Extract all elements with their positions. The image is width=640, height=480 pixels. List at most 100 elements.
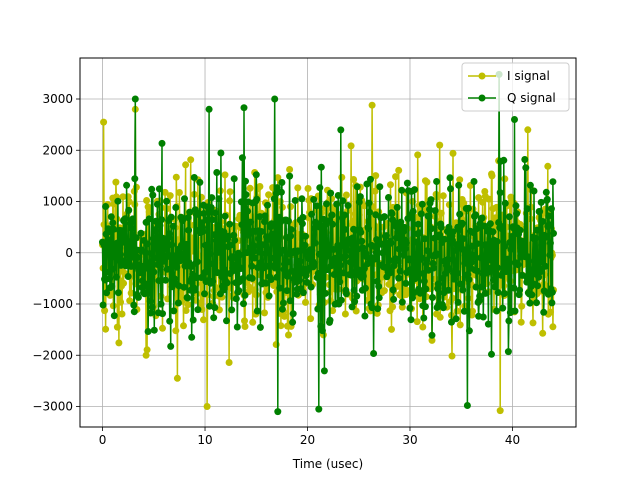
data-point (535, 273, 543, 281)
data-point (501, 199, 509, 207)
data-point (358, 237, 366, 245)
data-point (121, 215, 129, 223)
data-point (308, 247, 316, 254)
data-point (543, 195, 551, 203)
data-point (455, 181, 463, 189)
data-point (209, 260, 217, 268)
data-point (102, 203, 110, 210)
data-point (287, 232, 295, 240)
data-point (261, 218, 268, 226)
data-point (488, 253, 496, 261)
data-point (472, 211, 480, 219)
data-point (366, 208, 373, 216)
data-point (225, 359, 233, 366)
data-point (326, 316, 334, 324)
data-point (432, 250, 440, 258)
data-point (136, 269, 144, 277)
data-point (451, 257, 459, 265)
data-point (158, 216, 165, 224)
data-point (508, 233, 516, 240)
data-point (415, 229, 423, 237)
data-point (221, 171, 229, 179)
data-point (525, 257, 533, 265)
legend-marker (478, 94, 486, 102)
data-point (255, 235, 263, 243)
data-point (509, 242, 516, 250)
data-point (514, 261, 522, 269)
data-point (276, 284, 284, 292)
legend: I signal Q signal (461, 62, 570, 112)
data-point (357, 228, 365, 236)
data-point (500, 156, 508, 164)
data-point (445, 265, 453, 273)
data-point (107, 213, 115, 221)
data-point (200, 316, 207, 324)
data-point (314, 305, 322, 313)
data-point (420, 314, 428, 322)
data-point (433, 178, 441, 185)
data-point (403, 286, 411, 294)
data-point (110, 312, 118, 320)
data-point (493, 307, 501, 315)
data-point (239, 275, 247, 283)
data-point (273, 273, 281, 281)
data-point (400, 223, 408, 231)
data-point (179, 217, 186, 225)
data-point (285, 217, 292, 225)
data-point (449, 228, 457, 236)
data-point (274, 408, 282, 416)
data-point (196, 178, 204, 186)
data-point (112, 178, 120, 186)
data-point (265, 191, 273, 199)
data-point (516, 226, 524, 234)
data-point (500, 290, 508, 297)
data-point (213, 169, 221, 176)
data-point (156, 222, 164, 230)
data-point (162, 276, 170, 284)
data-point (202, 241, 209, 249)
data-point (460, 199, 468, 207)
data-point (145, 284, 153, 292)
data-point (389, 303, 397, 311)
data-point (386, 269, 394, 277)
data-point (439, 192, 447, 200)
data-point (539, 329, 547, 337)
data-point (152, 254, 160, 262)
data-point (160, 240, 168, 248)
data-point (279, 299, 287, 307)
x-tick-label: 20 (300, 433, 315, 447)
data-point (348, 303, 356, 311)
data-point (413, 318, 421, 326)
data-point (191, 286, 199, 294)
data-point (545, 221, 553, 229)
data-point (511, 116, 518, 123)
data-point (310, 260, 318, 268)
data-point (163, 265, 171, 273)
data-point (294, 247, 302, 255)
data-point (542, 233, 550, 241)
data-point (149, 191, 157, 199)
data-point (546, 239, 554, 247)
data-point (498, 223, 506, 231)
data-point (248, 274, 256, 282)
data-point (108, 265, 116, 273)
data-point (532, 234, 539, 242)
data-point (460, 307, 468, 315)
data-point (536, 208, 544, 216)
data-point (359, 244, 367, 252)
x-tick-label: 10 (197, 433, 212, 447)
data-point (268, 220, 276, 228)
data-point (372, 248, 380, 256)
data-point (347, 258, 354, 266)
data-point (264, 201, 271, 209)
data-point (193, 258, 201, 266)
data-point (375, 282, 383, 290)
data-point (209, 277, 217, 285)
data-point (546, 308, 554, 316)
data-point (256, 323, 264, 331)
data-point (546, 251, 554, 259)
data-point (113, 323, 121, 331)
data-point (419, 323, 427, 331)
data-point (479, 198, 487, 206)
